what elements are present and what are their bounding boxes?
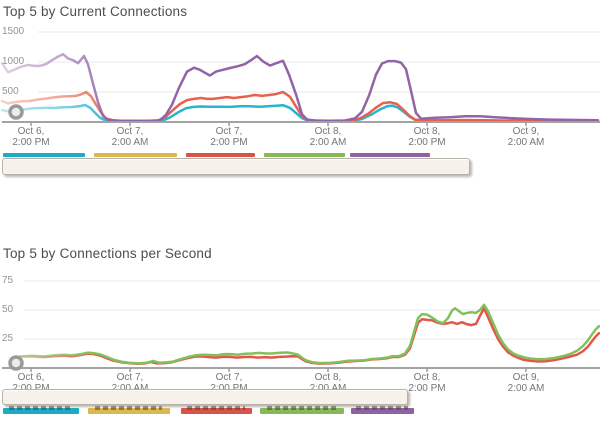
- x-tick-label-line: Oct 9,: [512, 372, 540, 383]
- x-tick-label: Oct 6,2:00 PM: [0, 372, 63, 394]
- x-tick-label: Oct 8, 2:00 PM: [395, 126, 459, 148]
- x-tick-label-line: 2:00 PM: [197, 383, 261, 394]
- legend-label-text-clipped: [356, 406, 408, 410]
- chart2-plot: [2, 280, 600, 372]
- x-tick-label: Oct 9, 2:00 AM: [494, 372, 558, 394]
- x-tick-label-line: 2:00 AM: [507, 383, 545, 394]
- legend-swatch[interactable]: [88, 406, 170, 414]
- x-tick-label-line: 2:00 PM: [210, 137, 248, 148]
- legend-swatch[interactable]: [181, 406, 252, 414]
- chart1-ytick-1500: 1500: [2, 26, 25, 37]
- x-tick-label-line: 2:00 AM: [111, 137, 149, 148]
- legend-label-text-clipped: [186, 406, 245, 410]
- legend-swatch[interactable]: [3, 153, 85, 157]
- slider-handle-icon[interactable]: [8, 355, 24, 371]
- x-tick-label-line: 2:00 PM: [12, 137, 50, 148]
- legend-label-text-clipped: [266, 406, 336, 410]
- series-orange-line: [0, 90, 600, 123]
- x-tick-label-line: 2:00 PM: [0, 383, 63, 394]
- series-cyan-line: [0, 103, 600, 123]
- chart1-plot: [0, 31, 600, 126]
- x-tick-label-line: Oct 7,: [116, 126, 144, 137]
- x-tick-label: Oct 8, 2:00 PM: [395, 372, 459, 394]
- x-tick-label-line: Oct 6,: [17, 372, 45, 383]
- x-tick-label-line: 2:00 AM: [296, 383, 360, 394]
- x-tick-label: Oct 7,2:00 PM: [197, 126, 261, 148]
- series-purple-line: [0, 52, 600, 123]
- legend-label-text-clipped: [9, 406, 72, 410]
- legend-label-text-clipped: [94, 406, 162, 410]
- x-tick-label-line: Oct 6,: [17, 126, 45, 137]
- chart1-title: Top 5 by Current Connections: [3, 4, 188, 19]
- slider-handle-icon[interactable]: [8, 104, 24, 120]
- x-tick-label-line: Oct 8,: [413, 372, 441, 383]
- chart1-scrollbar[interactable]: [2, 158, 470, 175]
- x-tick-label-line: Oct 8,: [314, 372, 342, 383]
- x-tick-label-line: 2:00 PM: [408, 383, 446, 394]
- x-tick-label: Oct 7,2:00 AM: [98, 372, 162, 394]
- x-tick-label: Oct 9, 2:00 AM: [494, 126, 558, 148]
- x-tick-label: Oct 8,2:00 AM: [296, 372, 360, 394]
- x-tick-label: Oct 8,2:00 AM: [296, 126, 360, 148]
- series-green-line: [18, 303, 600, 365]
- legend-swatch[interactable]: [186, 153, 255, 157]
- x-tick-label-line: Oct 7,: [116, 372, 144, 383]
- x-tick-label-line: 2:00 AM: [309, 137, 347, 148]
- x-tick-label-line: Oct 7,: [215, 372, 243, 383]
- chart1-ytick-1000: 1000: [2, 56, 25, 67]
- x-tick-label-line: Oct 8,: [314, 126, 342, 137]
- chart2-ytick-50: 50: [2, 304, 14, 315]
- chart2-ytick-75: 75: [2, 275, 14, 286]
- x-tick-label: Oct 6,2:00 PM: [0, 126, 63, 148]
- x-tick-label: Oct 7,2:00 AM: [98, 126, 162, 148]
- chart2-title: Top 5 by Connections per Second: [3, 246, 212, 261]
- legend-swatch[interactable]: [264, 153, 345, 157]
- legend-swatch[interactable]: [94, 153, 177, 157]
- x-tick-label-line: 2:00 AM: [507, 137, 545, 148]
- legend-swatch[interactable]: [3, 406, 79, 414]
- legend-swatch[interactable]: [350, 153, 430, 157]
- legend-swatch[interactable]: [351, 406, 414, 414]
- x-tick-label-line: Oct 8,: [413, 126, 441, 137]
- x-tick-label-line: 2:00 AM: [98, 383, 162, 394]
- chart1-ytick-500: 500: [2, 86, 19, 97]
- x-tick-label-line: 2:00 PM: [408, 137, 446, 148]
- x-tick-label-line: Oct 9,: [512, 126, 540, 137]
- series-red-line: [18, 307, 600, 366]
- x-tick-label: Oct 7,2:00 PM: [197, 372, 261, 394]
- legend-swatch[interactable]: [260, 406, 344, 414]
- x-tick-label-line: Oct 7,: [215, 126, 243, 137]
- chart2-scrollbar[interactable]: [2, 389, 408, 405]
- chart2-ytick-25: 25: [2, 333, 14, 344]
